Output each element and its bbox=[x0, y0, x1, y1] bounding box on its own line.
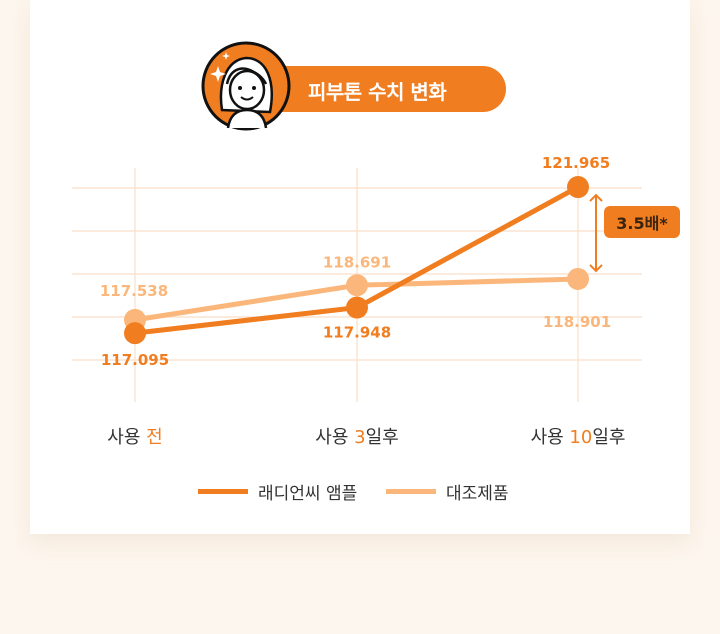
data-point bbox=[346, 274, 368, 297]
arrow-head-down bbox=[589, 264, 603, 273]
legend-item-control: 대조제품 bbox=[386, 478, 509, 504]
legend-swatch bbox=[198, 488, 248, 494]
legend-label: 대조제품 bbox=[446, 483, 509, 504]
data-label: 118.691 bbox=[323, 253, 391, 271]
title-pill bbox=[260, 66, 506, 112]
arrow-head-up bbox=[589, 193, 603, 202]
x-tick-label: 사용 10일후 bbox=[531, 427, 626, 448]
data-point bbox=[346, 296, 368, 319]
legend-label: 래디언씨 앰플 bbox=[258, 483, 358, 504]
data-point bbox=[567, 176, 589, 199]
x-tick-label: 사용 전 bbox=[107, 427, 162, 448]
value-labels: 117.538 118.691 118.901 117.095 117.948 121.9… bbox=[100, 154, 611, 369]
woman-avatar-icon bbox=[201, 41, 291, 131]
title-badge: 피부톤 수치 변화 bbox=[200, 40, 506, 132]
data-label: 117.538 bbox=[100, 282, 168, 300]
data-label: 121.965 bbox=[542, 154, 610, 172]
series-points bbox=[124, 176, 589, 345]
line-chart: 117.538 118.691 118.901 117.095 117.948 121.9… bbox=[72, 154, 642, 448]
legend: 래디언씨 앰플 대조제품 bbox=[0, 478, 720, 504]
x-tick-label: 사용 3일후 bbox=[315, 427, 398, 448]
data-label: 117.948 bbox=[323, 324, 391, 342]
data-label: 117.095 bbox=[101, 351, 169, 369]
data-point bbox=[124, 322, 146, 345]
comparison-arrow bbox=[589, 193, 603, 273]
data-point bbox=[567, 267, 589, 290]
legend-swatch bbox=[386, 488, 436, 494]
legend-item-ampoule: 래디언씨 앰플 bbox=[198, 478, 357, 504]
x-tick-labels: 사용 전 사용 3일후 사용 10일후 bbox=[107, 427, 625, 448]
data-label: 118.901 bbox=[543, 313, 611, 331]
multiplier-callout: 3.5배* bbox=[604, 206, 680, 238]
chart-title: 피부톤 수치 변화 bbox=[308, 80, 447, 104]
